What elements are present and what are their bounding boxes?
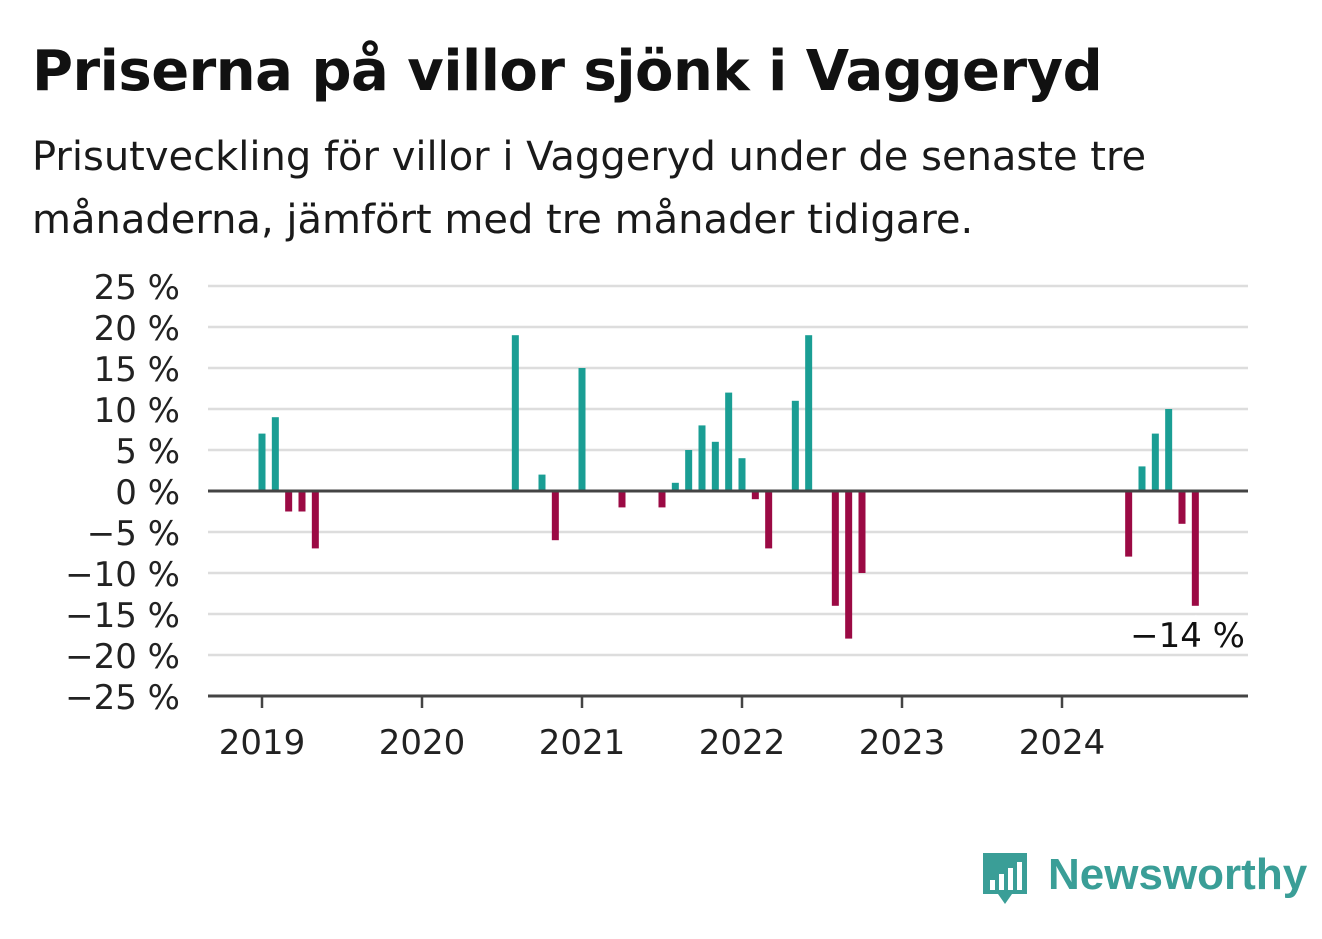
bar (658, 491, 666, 508)
bar (791, 400, 799, 491)
bar (725, 392, 733, 491)
bar (285, 491, 293, 512)
bar (298, 491, 306, 512)
y-tick-label: −25 % (65, 678, 180, 718)
chart-subtitle: Prisutveckling för villor i Vaggeryd und… (32, 134, 1147, 243)
x-tick-label: 2023 (859, 723, 946, 763)
bar (551, 491, 559, 541)
brand-name: Newsworthy (1048, 850, 1308, 899)
bar (271, 417, 279, 491)
y-tick-label: 20 % (94, 309, 180, 349)
data-label: −14 % (1130, 616, 1245, 656)
bar (511, 335, 519, 491)
bar (1178, 491, 1186, 524)
bar (765, 491, 773, 549)
x-tick-label: 2020 (379, 723, 466, 763)
chart-title: Priserna på villor sjönk i Vaggeryd (32, 39, 1103, 104)
y-tick-label: 0 % (115, 473, 180, 513)
y-tick-label: 5 % (115, 432, 180, 472)
bar-chart-speech-bubble-icon (983, 853, 1027, 904)
y-tick-label: 25 % (94, 268, 180, 308)
brand-logo: Newsworthy (980, 846, 1307, 912)
bar (1151, 433, 1159, 491)
x-tick-label: 2019 (219, 723, 306, 763)
bar (311, 491, 319, 549)
bar (738, 458, 746, 491)
bar (805, 335, 813, 491)
bar (845, 491, 853, 639)
bar (1165, 409, 1173, 491)
bar (618, 491, 626, 508)
bar (671, 482, 679, 491)
bar (1125, 491, 1133, 557)
y-tick-label: 10 % (94, 391, 180, 431)
bar (858, 491, 866, 573)
bar (578, 368, 586, 491)
bar (831, 491, 839, 606)
bar (258, 433, 266, 491)
bar (685, 450, 693, 491)
bar (1191, 491, 1199, 606)
y-tick-label: −5 % (87, 514, 180, 554)
bar (751, 491, 759, 500)
x-tick-label: 2022 (699, 723, 786, 763)
y-tick-label: 15 % (94, 350, 180, 390)
x-tick-label: 2021 (539, 723, 626, 763)
bar (711, 441, 719, 491)
bar (1138, 466, 1146, 491)
bar (698, 425, 706, 491)
y-tick-label: −15 % (65, 596, 180, 636)
y-tick-label: −10 % (65, 555, 180, 595)
x-tick-label: 2024 (1019, 723, 1106, 763)
bar (538, 474, 546, 491)
y-tick-label: −20 % (65, 637, 180, 677)
